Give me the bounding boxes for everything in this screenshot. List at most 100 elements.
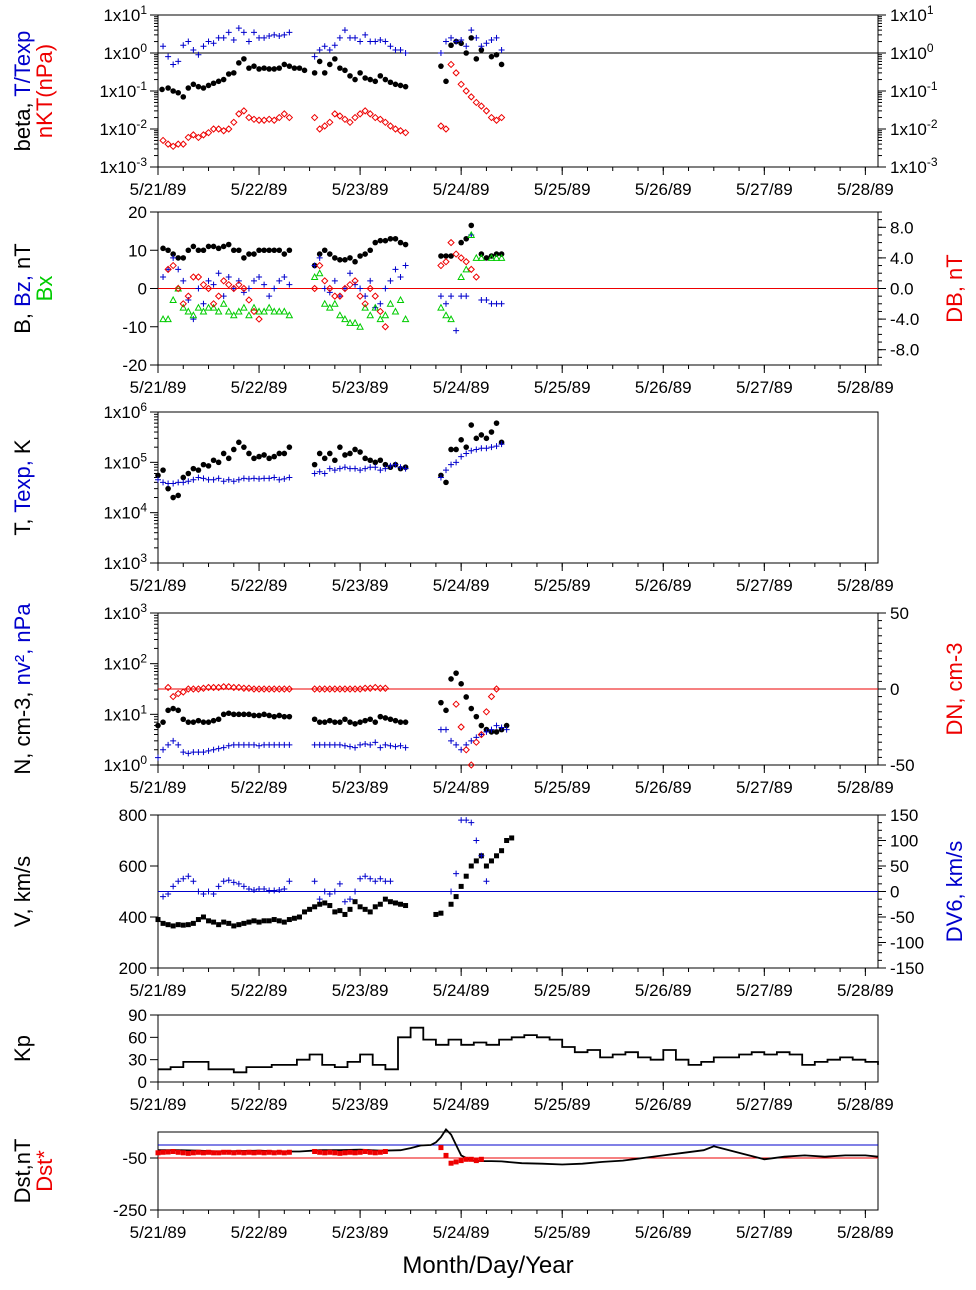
data-point xyxy=(477,730,486,739)
data-point xyxy=(226,1149,232,1155)
x-tick-label: 5/26/89 xyxy=(635,576,692,595)
data-point xyxy=(165,247,171,254)
data-point xyxy=(387,742,394,749)
data-point xyxy=(271,453,278,460)
data-point xyxy=(458,681,464,687)
data-point xyxy=(271,917,277,923)
right-tick-label: 4.0 xyxy=(890,249,914,268)
data-point xyxy=(220,478,227,485)
data-point xyxy=(447,315,455,323)
data-point xyxy=(195,247,202,254)
data-point xyxy=(351,318,359,326)
x-tick-label: 5/24/89 xyxy=(433,1095,490,1114)
y-tick-label: 1x10-1 xyxy=(99,79,147,101)
data-point xyxy=(256,919,262,925)
data-point xyxy=(347,743,353,750)
data-point xyxy=(310,284,319,293)
data-point xyxy=(221,1149,227,1155)
data-point xyxy=(271,1150,277,1156)
right-axis-label: DB, nT xyxy=(942,254,967,322)
data-point xyxy=(251,475,257,482)
data-point xyxy=(286,29,293,36)
data-point xyxy=(251,886,257,893)
data-point xyxy=(240,883,247,890)
data-point xyxy=(341,285,348,292)
data-point xyxy=(381,323,390,331)
data-point xyxy=(372,904,378,910)
x-tick-label: 5/27/89 xyxy=(736,378,793,397)
data-point xyxy=(392,743,399,750)
data-point xyxy=(164,315,172,323)
x-tick-label: 5/23/89 xyxy=(332,378,389,397)
data-point xyxy=(285,685,294,693)
right-tick-label: -50 xyxy=(890,756,915,775)
data-point xyxy=(367,464,374,471)
data-point xyxy=(392,461,399,468)
data-point xyxy=(468,705,475,712)
data-point xyxy=(362,740,369,747)
data-point xyxy=(463,50,470,56)
data-point xyxy=(169,261,177,270)
data-point xyxy=(180,716,187,723)
data-point xyxy=(463,817,470,824)
data-point xyxy=(260,685,268,693)
data-point xyxy=(352,34,359,41)
data-point xyxy=(397,719,404,725)
data-point xyxy=(337,1150,343,1156)
data-point xyxy=(270,116,278,124)
data-point xyxy=(311,741,318,748)
data-point xyxy=(256,712,262,719)
data-point xyxy=(190,920,196,926)
data-point xyxy=(225,280,233,289)
x-tick-label: 5/25/89 xyxy=(534,378,591,397)
data-point xyxy=(347,465,353,472)
data-point xyxy=(280,110,289,118)
data-point xyxy=(241,920,247,926)
data-point xyxy=(250,115,258,124)
data-point xyxy=(310,113,319,122)
data-point xyxy=(170,254,177,261)
x-tick-label: 5/27/89 xyxy=(736,778,793,797)
data-point xyxy=(210,476,217,483)
data-point xyxy=(241,255,247,261)
data-point xyxy=(225,29,232,36)
data-point xyxy=(236,711,242,718)
data-point xyxy=(317,901,323,907)
data-point xyxy=(397,46,404,53)
data-point xyxy=(230,879,237,886)
data-point xyxy=(266,247,272,254)
data-point xyxy=(362,1149,368,1154)
data-point xyxy=(190,719,197,725)
data-point xyxy=(180,479,187,486)
data-point xyxy=(316,251,323,257)
data-point xyxy=(276,277,283,284)
data-point xyxy=(482,107,491,115)
data-point xyxy=(185,750,192,757)
data-point xyxy=(442,258,450,266)
data-point xyxy=(493,420,500,426)
data-point xyxy=(468,222,475,229)
data-point xyxy=(219,299,228,307)
data-point xyxy=(463,1156,469,1162)
data-point xyxy=(442,125,450,133)
data-point xyxy=(387,899,393,905)
data-point xyxy=(331,888,338,895)
data-point xyxy=(337,908,343,914)
data-point xyxy=(205,38,212,45)
data-point xyxy=(275,113,283,122)
data-point xyxy=(468,27,475,34)
data-point xyxy=(443,78,449,85)
data-point xyxy=(377,36,384,43)
panel-1: 1x10-3 1x10-2 1x10-1 1x100 1x101 1x10-3 1x10-2… xyxy=(10,3,938,199)
data-point xyxy=(281,475,288,482)
x-tick-label: 5/28/89 xyxy=(837,180,894,199)
data-point xyxy=(494,853,500,859)
data-point xyxy=(382,461,389,468)
data-point xyxy=(463,43,470,50)
x-tick-label: 5/26/89 xyxy=(635,378,692,397)
data-point xyxy=(331,110,339,118)
data-point xyxy=(175,922,181,928)
data-point xyxy=(448,253,454,259)
x-tick-label: 5/22/89 xyxy=(231,576,288,595)
y-tick-label: 1x101 xyxy=(103,3,147,25)
